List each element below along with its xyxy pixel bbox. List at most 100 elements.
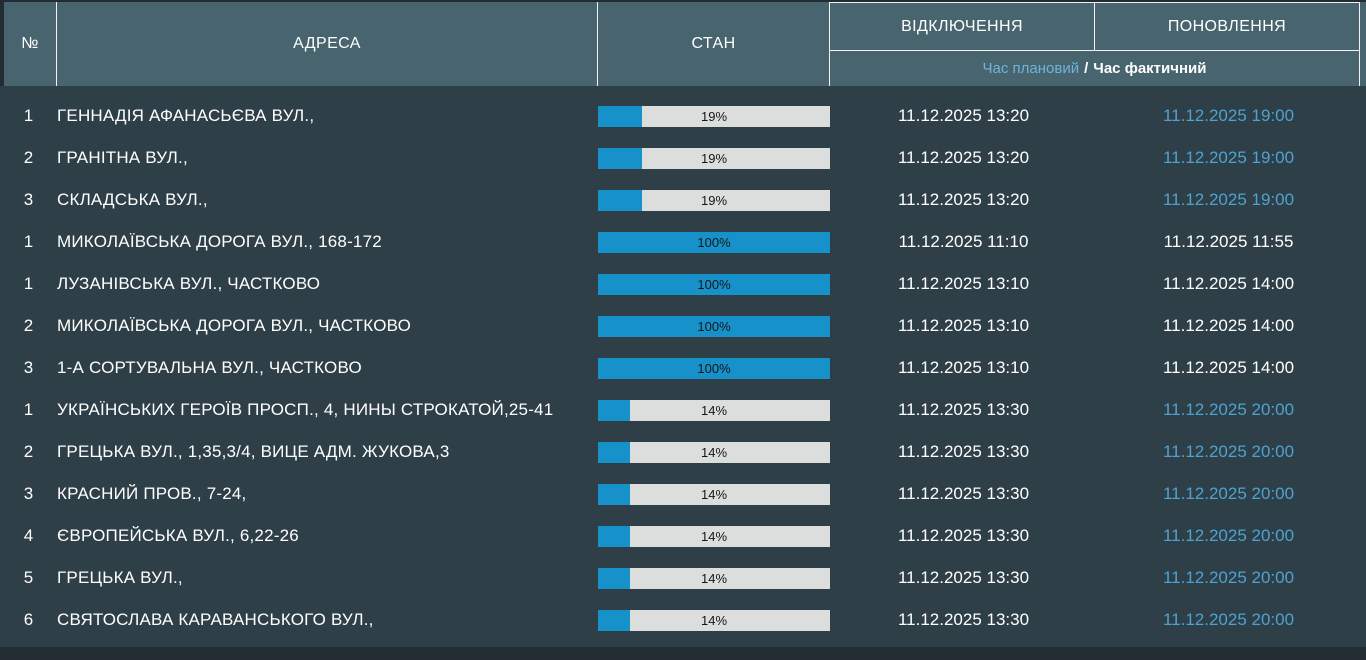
row-number: 3	[23, 484, 34, 503]
row-outage-time: 11.12.2025 13:20	[897, 190, 1030, 209]
row-outage-time: 11.12.2025 13:10	[897, 358, 1030, 377]
table-row[interactable]: 3 КРАСНИЙ ПРОВ., 7-24, 14% 11.12.2025 13…	[0, 473, 1366, 515]
row-outage-time: 11.12.2025 13:30	[897, 442, 1030, 461]
progress-bar-fill	[598, 315, 830, 337]
row-address: КРАСНИЙ ПРОВ., 7-24,	[57, 484, 247, 503]
row-address: ГРЕЦЬКА ВУЛ., 1,35,3/4, ВИЦЕ АДМ. ЖУКОВА…	[57, 442, 450, 461]
table-row[interactable]: 1 ГЕННАДІЯ АФАНАСЬЄВА ВУЛ., 19% 11.12.20…	[0, 95, 1366, 137]
progress-bar: 14%	[598, 525, 830, 547]
progress-bar-fill	[598, 525, 631, 547]
row-state-cell: 100%	[598, 273, 830, 295]
table-header: № АДРЕСА СТАН ВІДКЛЮЧЕННЯ ПОНОВЛЕННЯ Час…	[4, 2, 1366, 86]
row-number: 4	[23, 526, 34, 545]
column-group-times: ВІДКЛЮЧЕННЯ ПОНОВЛЕННЯ Час плановий / Ча…	[830, 2, 1360, 86]
row-number: 2	[23, 316, 34, 335]
row-outage-time: 11.12.2025 13:30	[897, 568, 1030, 587]
row-number: 1	[23, 232, 34, 251]
table-row[interactable]: 3 СКЛАДСЬКА ВУЛ., 19% 11.12.2025 13:20 1…	[0, 179, 1366, 221]
row-restoration-time: 11.12.2025 20:00	[1162, 400, 1295, 419]
row-outage-time: 11.12.2025 13:30	[897, 484, 1030, 503]
column-header-outage: ВІДКЛЮЧЕННЯ	[901, 17, 1023, 35]
time-legend-planned: Час плановий	[982, 60, 1080, 77]
row-restoration-time: 11.12.2025 19:00	[1162, 148, 1295, 167]
progress-percent-label: 14%	[700, 444, 728, 460]
column-header-restoration: ПОНОВЛЕННЯ	[1094, 3, 1359, 50]
progress-bar-fill	[598, 399, 631, 421]
row-outage-time: 11.12.2025 13:20	[897, 106, 1030, 125]
table-body: 1 ГЕННАДІЯ АФАНАСЬЄВА ВУЛ., 19% 11.12.20…	[0, 86, 1366, 647]
row-restoration-time: 11.12.2025 20:00	[1162, 568, 1295, 587]
table-row[interactable]: 3 1-А СОРТУВАЛЬНА ВУЛ., ЧАСТКОВО 100% 11…	[0, 347, 1366, 389]
row-state-cell: 14%	[598, 525, 830, 547]
table-row[interactable]: 1 УКРАЇНСЬКИХ ГЕРОЇВ ПРОСП., 4, НИНЫ СТР…	[0, 389, 1366, 431]
row-number: 6	[23, 610, 34, 629]
progress-percent-label: 14%	[700, 402, 728, 418]
row-restoration-time: 11.12.2025 14:00	[1162, 358, 1295, 377]
row-outage-time: 11.12.2025 13:10	[897, 316, 1030, 335]
row-state-cell: 14%	[598, 609, 830, 631]
column-header-number: №	[4, 2, 57, 86]
row-address: ГРАНІТНА ВУЛ.,	[57, 148, 188, 167]
progress-percent-label: 14%	[700, 486, 728, 502]
row-address: СКЛАДСЬКА ВУЛ.,	[57, 190, 208, 209]
progress-bar: 14%	[598, 567, 830, 589]
table-row[interactable]: 2 ГРЕЦЬКА ВУЛ., 1,35,3/4, ВИЦЕ АДМ. ЖУКО…	[0, 431, 1366, 473]
row-state-cell: 100%	[598, 231, 830, 253]
row-outage-time: 11.12.2025 13:30	[897, 610, 1030, 629]
progress-bar: 100%	[598, 357, 830, 379]
progress-percent-label: 19%	[700, 192, 728, 208]
column-header-state: СТАН	[598, 2, 830, 86]
row-address: УКРАЇНСЬКИХ ГЕРОЇВ ПРОСП., 4, НИНЫ СТРОК…	[57, 400, 554, 419]
progress-bar-fill	[598, 567, 631, 589]
progress-bar-fill	[598, 357, 830, 379]
progress-percent-label: 100%	[697, 276, 731, 292]
row-address: МИКОЛАЇВСЬКА ДОРОГА ВУЛ., 168-172	[57, 232, 382, 251]
progress-percent-label: 100%	[697, 318, 731, 334]
row-restoration-time: 11.12.2025 20:00	[1162, 526, 1295, 545]
progress-bar: 14%	[598, 441, 830, 463]
progress-bar: 14%	[598, 483, 830, 505]
row-restoration-time: 11.12.2025 20:00	[1162, 610, 1295, 629]
progress-bar-fill	[598, 189, 643, 211]
row-number: 5	[23, 568, 34, 587]
row-state-cell: 19%	[598, 189, 830, 211]
row-state-cell: 14%	[598, 483, 830, 505]
column-header-address: АДРЕСА	[57, 2, 598, 86]
row-state-cell: 100%	[598, 315, 830, 337]
row-number: 1	[23, 274, 34, 293]
table-row[interactable]: 4 ЄВРОПЕЙСЬКА ВУЛ., 6,22-26 14% 11.12.20…	[0, 515, 1366, 557]
row-number: 2	[23, 442, 34, 461]
row-number: 3	[23, 358, 34, 377]
row-address: ГРЕЦЬКА ВУЛ.,	[57, 568, 183, 587]
table-row[interactable]: 6 СВЯТОСЛАВА КАРАВАНСЬКОГО ВУЛ., 14% 11.…	[0, 599, 1366, 641]
row-restoration-time: 11.12.2025 19:00	[1162, 190, 1295, 209]
table-row[interactable]: 1 МИКОЛАЇВСЬКА ДОРОГА ВУЛ., 168-172 100%…	[0, 221, 1366, 263]
progress-percent-label: 19%	[700, 108, 728, 124]
row-outage-time: 11.12.2025 13:30	[897, 526, 1030, 545]
row-address: МИКОЛАЇВСЬКА ДОРОГА ВУЛ., ЧАСТКОВО	[57, 316, 412, 335]
row-state-cell: 14%	[598, 567, 830, 589]
table-row[interactable]: 2 МИКОЛАЇВСЬКА ДОРОГА ВУЛ., ЧАСТКОВО 100…	[0, 305, 1366, 347]
table-row[interactable]: 2 ГРАНІТНА ВУЛ., 19% 11.12.2025 13:20 11…	[0, 137, 1366, 179]
row-address: ГЕННАДІЯ АФАНАСЬЄВА ВУЛ.,	[57, 106, 315, 125]
progress-bar: 14%	[598, 609, 830, 631]
table-row[interactable]: 1 ЛУЗАНІВСЬКА ВУЛ., ЧАСТКОВО 100% 11.12.…	[0, 263, 1366, 305]
row-restoration-time: 11.12.2025 20:00	[1162, 442, 1295, 461]
progress-percent-label: 14%	[700, 570, 728, 586]
row-outage-time: 11.12.2025 13:20	[897, 148, 1030, 167]
progress-percent-label: 100%	[697, 360, 731, 376]
progress-bar-fill	[598, 231, 830, 253]
row-state-cell: 14%	[598, 441, 830, 463]
table-row[interactable]: 5 ГРЕЦЬКА ВУЛ., 14% 11.12.2025 13:30 11.…	[0, 557, 1366, 599]
row-restoration-time: 11.12.2025 20:00	[1162, 484, 1295, 503]
progress-bar: 14%	[598, 399, 830, 421]
time-legend: Час плановий / Час фактичний	[830, 51, 1359, 86]
row-number: 1	[23, 106, 34, 125]
progress-percent-label: 14%	[700, 528, 728, 544]
progress-bar-fill	[598, 105, 643, 127]
row-address: ЄВРОПЕЙСЬКА ВУЛ., 6,22-26	[57, 526, 299, 545]
row-state-cell: 19%	[598, 105, 830, 127]
row-address: СВЯТОСЛАВА КАРАВАНСЬКОГО ВУЛ.,	[57, 610, 374, 629]
progress-bar-fill	[598, 483, 631, 505]
row-number: 1	[23, 400, 34, 419]
